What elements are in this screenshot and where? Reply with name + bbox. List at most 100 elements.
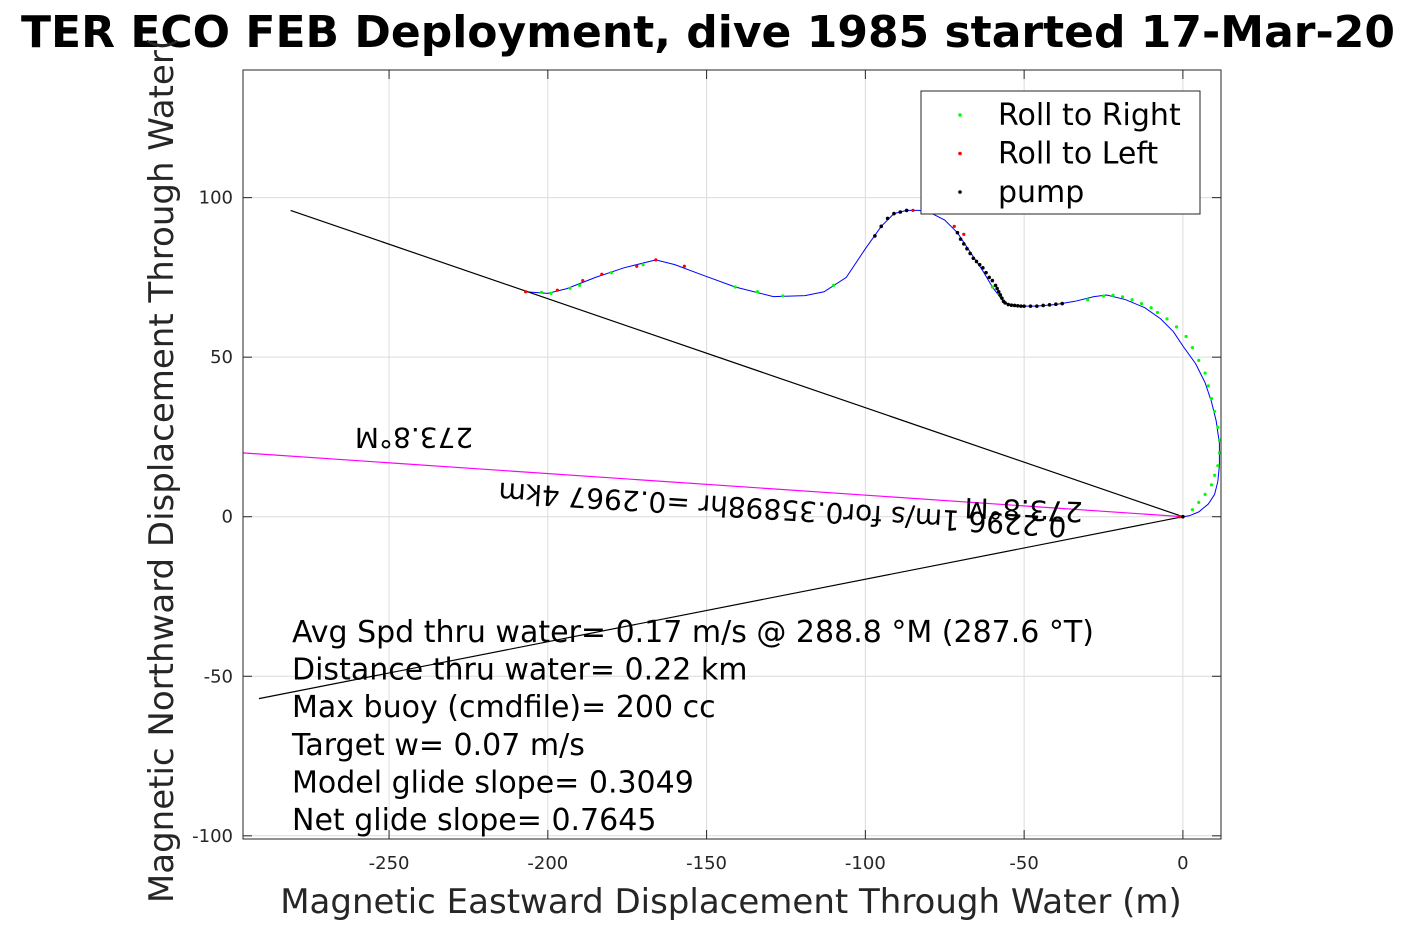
legend-label: pump (998, 175, 1084, 210)
chart-title: TER ECO FEB Deployment, dive 1985 starte… (21, 7, 1395, 58)
pump-marker (955, 230, 960, 235)
roll-left-marker (962, 232, 966, 236)
roll-right-marker (1209, 397, 1214, 401)
y-tick-label: -100 (192, 826, 233, 847)
roll-left-marker (600, 272, 604, 276)
pump-marker (904, 208, 909, 213)
roll-right-marker (1190, 346, 1195, 350)
marker-layer (524, 208, 1222, 519)
roll-right-marker (1217, 451, 1222, 455)
pump-marker (1000, 296, 1004, 300)
legend-box (920, 90, 1201, 215)
legend-marker (958, 113, 962, 117)
pump-marker (1009, 303, 1014, 307)
roll-right-marker (1120, 295, 1125, 299)
summary-line: Max buoy (cmdfile)= 200 cc (292, 690, 716, 725)
roll-left-marker (1178, 515, 1182, 519)
pump-marker (1047, 303, 1052, 307)
legend-label: Roll to Right (998, 98, 1181, 133)
roll-right-marker (733, 285, 737, 289)
pump-marker (1019, 304, 1023, 308)
pump-marker (958, 237, 963, 241)
legend-marker (958, 151, 962, 156)
heading-line-1 (290, 209, 1184, 518)
legend-label: Roll to Left (998, 137, 1158, 172)
roll-right-marker (568, 286, 572, 290)
pump-marker (990, 278, 995, 283)
y-tick-label: 0 (222, 507, 233, 528)
roll-right-marker (1206, 384, 1210, 388)
pump-marker (1035, 304, 1039, 308)
roll-right-marker (1130, 298, 1134, 302)
pump-marker (1022, 304, 1026, 308)
x-tick-label: -50 (1009, 853, 1038, 874)
summary-annotations: Avg Spd thru water= 0.17 m/s @ 288.8 °M … (291, 615, 1094, 838)
summary-line: Model glide slope= 0.3049 (292, 765, 694, 800)
y-axis-label: Magnetic Northward Displacement Through … (142, 37, 182, 903)
roll-right-marker (781, 294, 785, 298)
y-tick-label: 100 (199, 188, 233, 209)
heading-line-3 (258, 516, 1184, 700)
pump-marker (987, 275, 992, 280)
flipped-heading-label-1: 273.8°M (355, 421, 473, 454)
roll-right-marker (1149, 306, 1153, 310)
roll-right-marker (1140, 301, 1144, 306)
roll-right-marker (641, 263, 645, 267)
pump-marker (1003, 301, 1007, 305)
pump-marker (1028, 304, 1033, 308)
summary-line: Distance thru water= 0.22 km (292, 653, 747, 688)
roll-right-marker (539, 290, 544, 295)
summary-line: Net glide slope= 0.7645 (292, 803, 656, 838)
x-tick-label: -100 (845, 853, 886, 874)
roll-right-marker (832, 283, 836, 287)
flipped-heading-label-2: 273.8°M (964, 491, 1083, 528)
pump-marker (993, 283, 998, 288)
roll-right-marker (1165, 317, 1169, 321)
pump-marker (995, 286, 999, 291)
pump-marker (1006, 302, 1011, 307)
pump-marker (1060, 301, 1065, 306)
roll-right-marker (1155, 310, 1160, 315)
x-tick-label: 0 (1177, 853, 1188, 874)
roll-left-marker (555, 288, 559, 292)
pump-marker (898, 210, 903, 214)
roll-right-marker (549, 291, 553, 295)
y-tick-label: 50 (210, 347, 233, 368)
legend-marker (958, 190, 962, 194)
roll-left-marker (581, 278, 585, 283)
pump-marker (1041, 303, 1045, 308)
roll-right-marker (1197, 358, 1201, 362)
roll-right-marker (1216, 464, 1220, 468)
tick-layer: -250 -200 -150 -100 -50 0 -100 -50 0 50 100 (192, 70, 1221, 874)
roll-right-marker (1174, 325, 1179, 329)
roll-right-marker (990, 285, 994, 289)
roll-right-marker (609, 271, 613, 275)
x-axis-label: Magnetic Eastward Displacement Through W… (280, 882, 1182, 922)
summary-line: Target w= 0.07 m/s (291, 728, 585, 763)
roll-right-marker (1111, 293, 1115, 297)
summary-line: Avg Spd thru water= 0.17 m/s @ 288.8 °M … (292, 615, 1094, 650)
roll-right-marker (577, 283, 582, 287)
x-tick-label: -150 (686, 853, 727, 874)
roll-left-marker (952, 224, 956, 228)
y-tick-label: -50 (204, 666, 233, 687)
roll-right-marker (1101, 294, 1106, 298)
roll-left-marker (524, 290, 528, 294)
pump-marker (885, 216, 890, 221)
pump-marker (984, 270, 988, 275)
pump-marker (1015, 304, 1020, 308)
pump-marker (961, 242, 966, 246)
heading-line-2 (242, 452, 1183, 518)
pump-marker (998, 293, 1003, 297)
x-tick-label: -200 (527, 853, 568, 874)
roll-right-marker (1184, 334, 1188, 339)
roll-right-marker (1197, 500, 1201, 504)
pump-marker (971, 256, 976, 261)
roll-right-marker (1213, 409, 1217, 414)
pump-marker (1054, 302, 1058, 307)
pump-marker (977, 262, 982, 267)
roll-right-marker (1216, 425, 1220, 429)
